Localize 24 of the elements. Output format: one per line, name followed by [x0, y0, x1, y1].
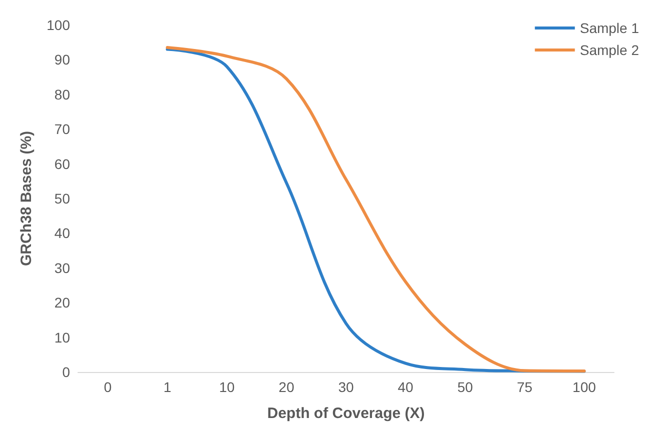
y-tick-label: 20: [54, 294, 70, 311]
y-tick-label: 90: [54, 52, 70, 68]
y-tick-label: 10: [54, 329, 70, 346]
x-tick-label: 40: [398, 379, 414, 395]
x-tick-label: 0: [104, 379, 112, 395]
legend-label: Sample 1: [580, 20, 640, 36]
x-tick-label: 30: [338, 379, 354, 395]
x-tick-label: 20: [278, 379, 294, 395]
x-axis-title: Depth of Coverage (X): [267, 405, 425, 422]
y-tick-label: 50: [54, 190, 70, 206]
x-tick-label: 75: [516, 379, 533, 395]
y-axis-title: GRCh38 Bases (%): [18, 130, 35, 266]
x-tick-label: 50: [457, 379, 474, 395]
y-tick-label: 80: [54, 86, 70, 102]
y-tick-label: 60: [54, 156, 70, 172]
y-tick-label: 30: [54, 260, 70, 276]
x-tick-label: 10: [219, 379, 235, 395]
x-tick-label: 1: [163, 379, 172, 395]
y-tick-label: 40: [54, 225, 70, 242]
y-tick-label: 70: [54, 121, 70, 138]
x-tick-label: 100: [572, 379, 596, 395]
y-tick-label: 0: [62, 364, 70, 380]
legend-label: Sample 2: [580, 42, 640, 58]
y-tick-label: 100: [46, 17, 70, 33]
